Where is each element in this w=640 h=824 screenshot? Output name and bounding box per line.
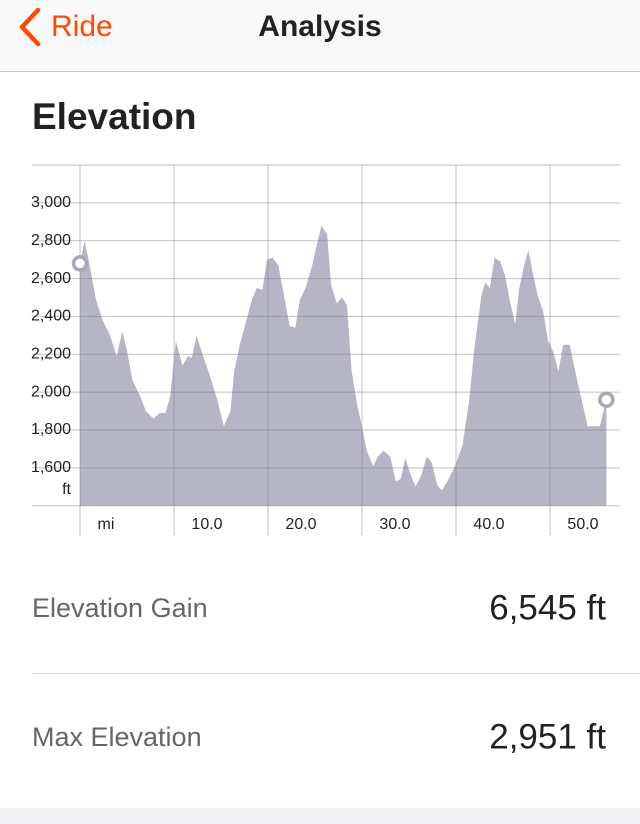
- x-tick-label: 40.0: [473, 516, 504, 533]
- back-chevron[interactable]: [19, 7, 41, 47]
- stat-label: Elevation Gain: [32, 593, 208, 623]
- elevation-chart: mi ft 1,600 1,800 2,000 2,200 2,400 2,600 2,800 3…: [31, 164, 620, 535]
- x-tick-label: 30.0: [379, 516, 410, 533]
- y-tick-label: 2,000: [31, 383, 71, 400]
- stat-label: Max Elevation: [32, 722, 202, 752]
- y-axis-unit: ft: [62, 481, 71, 498]
- y-tick-label: 2,400: [31, 308, 71, 325]
- y-tick-label: 2,800: [31, 232, 71, 249]
- x-axis-unit: mi: [98, 516, 115, 533]
- y-tick-label: 2,200: [31, 345, 71, 362]
- y-tick-label: 1,800: [31, 421, 71, 438]
- y-tick-label: 2,600: [31, 270, 71, 287]
- nav-title: Analysis: [258, 10, 381, 43]
- bottom-strip: [0, 808, 640, 824]
- back-label[interactable]: Ride: [51, 10, 113, 43]
- x-tick-label: 50.0: [567, 516, 598, 533]
- y-tick-label: 3,000: [31, 194, 71, 211]
- nav-bar: [0, 0, 640, 71]
- stat-value: 6,545 ft: [489, 588, 606, 627]
- section-title: Elevation: [32, 96, 197, 137]
- range-handle[interactable]: [71, 255, 89, 272]
- stat-value: 2,951 ft: [489, 717, 606, 756]
- y-tick-label: 1,600: [31, 459, 71, 476]
- elevation-area: [80, 225, 607, 506]
- x-tick-label: 10.0: [191, 516, 222, 533]
- x-tick-label: 20.0: [285, 516, 316, 533]
- range-handle[interactable]: [598, 391, 615, 408]
- back-button[interactable]: Ride: [19, 7, 113, 47]
